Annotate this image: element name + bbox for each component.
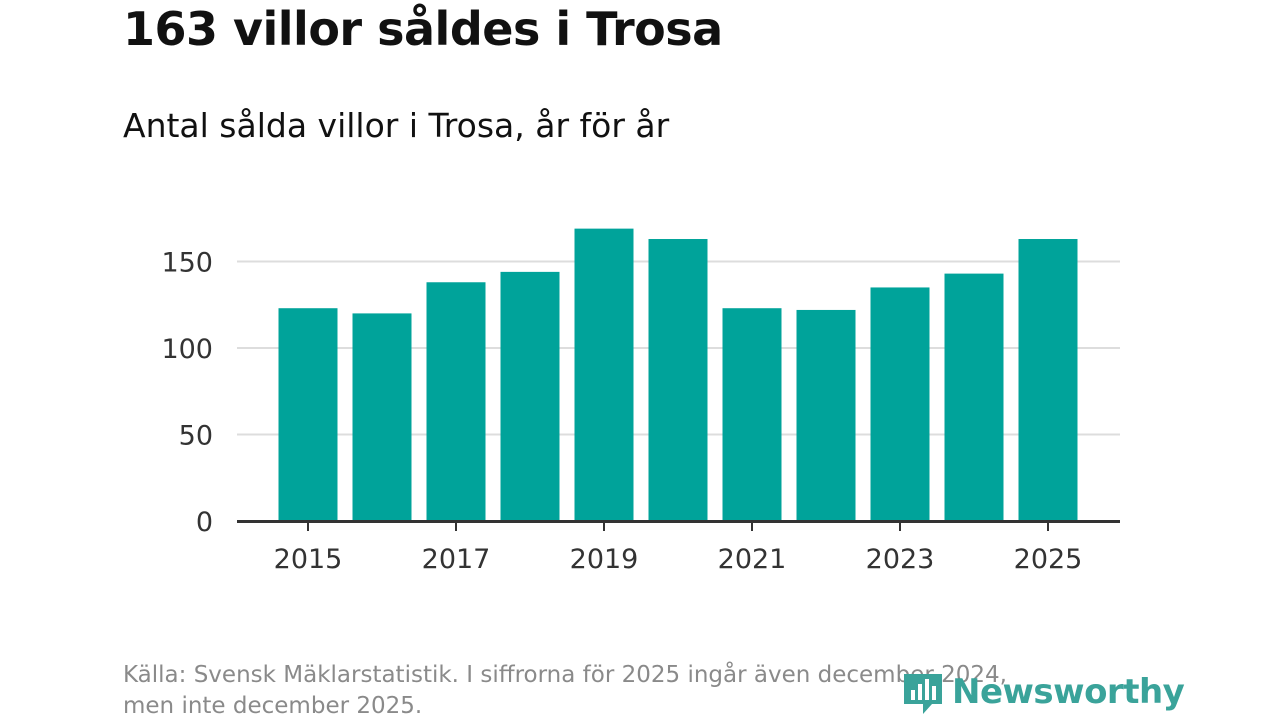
bar-2021 [722,308,782,521]
y-tick-label: 100 [161,334,213,365]
source-line-1: Källa: Svensk Mäklarstatistik. I siffror… [123,662,1007,688]
y-tick-label: 150 [161,248,213,279]
bar-2024 [944,273,1004,521]
bar-2020 [648,239,708,521]
chart-title: 163 villor såldes i Trosa [123,2,723,56]
source-note: Källa: Svensk Mäklarstatistik. I siffror… [123,660,1123,722]
bar-2022 [796,309,856,521]
y-tick-label: 50 [179,421,213,452]
bar-2019 [574,228,634,521]
x-tick-label: 2025 [1014,544,1083,575]
x-tick-label: 2019 [570,544,639,575]
bar-2015 [278,308,338,521]
source-line-2: men inte december 2025. [123,693,423,719]
x-tick-label: 2021 [718,544,787,575]
newsworthy-logo-icon [904,674,942,714]
y-tick-label: 0 [196,507,213,538]
bar-2016 [352,313,412,521]
bar-2017 [426,282,486,521]
bar-2018 [500,271,560,521]
brand-logo: Newsworthy [902,668,1185,716]
x-tick-label: 2017 [422,544,491,575]
bar-2023 [870,287,930,521]
brand-name: Newsworthy [952,672,1185,712]
bar-2025 [1018,239,1078,521]
x-tick-label: 2015 [274,544,343,575]
bar-chart: 0 50 100 150 2015 2017 2019 2021 2023 2025 [161,228,1120,575]
x-tick-label: 2023 [866,544,935,575]
chart-subtitle: Antal sålda villor i Trosa, år för år [123,106,670,145]
